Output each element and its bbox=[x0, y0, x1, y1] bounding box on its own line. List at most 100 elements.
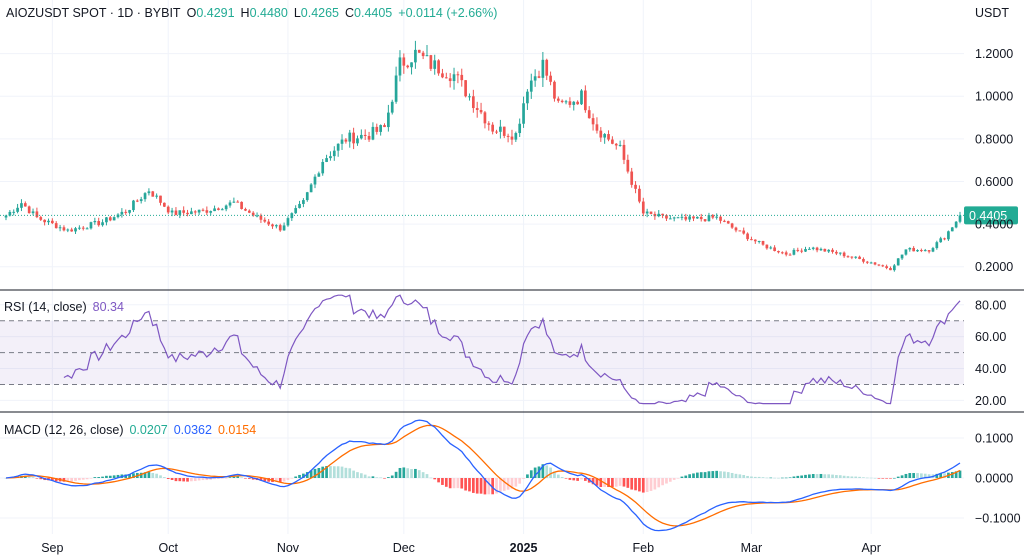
macd-hist-bar bbox=[170, 478, 174, 480]
rsi-legend[interactable]: RSI (14, close) 80.34 bbox=[4, 300, 124, 314]
macd-hist-bar bbox=[159, 475, 162, 478]
candle-body bbox=[811, 247, 815, 249]
candle-body bbox=[545, 59, 549, 76]
macd-hist-bar bbox=[889, 478, 892, 479]
macd-hist-bar bbox=[923, 473, 927, 478]
candle-body bbox=[800, 250, 803, 252]
candle-body bbox=[236, 201, 240, 203]
candle-body bbox=[896, 258, 900, 266]
candle-body bbox=[39, 217, 43, 220]
candle-body bbox=[329, 156, 332, 159]
macd-hist-bar bbox=[294, 476, 298, 478]
candle-body bbox=[437, 60, 440, 74]
macd-hist-bar bbox=[892, 477, 896, 479]
macd-hist-bar bbox=[626, 478, 630, 488]
macd-hist-bar bbox=[746, 475, 749, 478]
candle-body bbox=[452, 74, 456, 82]
macd-hist-bar bbox=[908, 473, 912, 478]
candle-body bbox=[159, 195, 162, 203]
candle-body bbox=[367, 135, 371, 140]
macd-hist-bar bbox=[78, 478, 81, 481]
candle-body bbox=[846, 256, 850, 258]
candle-body bbox=[240, 201, 243, 209]
macd-hist-bar bbox=[765, 477, 769, 479]
candle-body bbox=[780, 252, 784, 254]
symbol-title[interactable]: AIOZUSDT SPOT · 1D · BYBIT bbox=[6, 6, 181, 20]
macd-hist-bar bbox=[51, 478, 54, 481]
candle-body bbox=[487, 123, 491, 125]
macd-hist-bar bbox=[105, 475, 108, 478]
open-label: O bbox=[186, 6, 197, 20]
macd-hist-bar bbox=[182, 478, 186, 482]
macd-hist-bar bbox=[611, 478, 614, 488]
macd-hist-bar bbox=[614, 478, 618, 487]
candle-body bbox=[275, 225, 278, 227]
macd-hist-bar bbox=[800, 475, 803, 478]
macd-hist-bar bbox=[846, 476, 850, 478]
macd-hist-bar bbox=[950, 472, 954, 478]
macd-hist-bar bbox=[479, 478, 483, 494]
candle-body bbox=[302, 200, 305, 204]
rsi-tick-label: 40.00 bbox=[975, 362, 1006, 376]
macd-hist-bar bbox=[703, 472, 707, 478]
candle-body bbox=[120, 211, 124, 215]
symbol-header: AIOZUSDT SPOT · 1D · BYBIT O0.4291 H0.44… bbox=[6, 6, 497, 20]
candle-body bbox=[769, 247, 773, 249]
macd-hist-bar bbox=[433, 478, 437, 480]
candle-body bbox=[78, 227, 81, 229]
macd-hist-bar bbox=[236, 476, 240, 478]
candle-body bbox=[27, 206, 31, 214]
candle-body bbox=[788, 254, 792, 256]
macd-hist-bar bbox=[251, 478, 255, 480]
macd-hist-bar bbox=[232, 476, 236, 478]
macd-hist-bar bbox=[201, 478, 205, 481]
candle-body bbox=[390, 101, 394, 113]
candle-body bbox=[402, 57, 406, 66]
macd-legend[interactable]: MACD (12, 26, close) 0.0207 0.0362 0.015… bbox=[4, 423, 256, 437]
macd-hist-bar bbox=[394, 471, 398, 478]
macd-hist-bar bbox=[387, 477, 390, 478]
macd-hist-bar bbox=[309, 470, 313, 478]
macd-hist-bar bbox=[850, 476, 854, 478]
candle-body bbox=[672, 217, 676, 219]
macd-hist-bar bbox=[707, 471, 711, 478]
macd-hist-bar bbox=[541, 464, 545, 478]
candle-body bbox=[568, 101, 572, 105]
candle-body bbox=[819, 248, 823, 251]
macd-hist-bar bbox=[958, 470, 962, 478]
candle-body bbox=[213, 208, 216, 212]
macd-hist-bar bbox=[607, 478, 610, 488]
candle-body bbox=[379, 125, 382, 132]
candle-body bbox=[182, 210, 186, 213]
candle-body bbox=[16, 207, 19, 212]
candle-body bbox=[560, 100, 564, 102]
macd-hist-bar bbox=[93, 477, 97, 478]
candle-body bbox=[406, 65, 410, 68]
macd-hist-bar bbox=[684, 475, 688, 478]
macd-hist-bar bbox=[313, 468, 317, 478]
macd-hist-bar bbox=[885, 478, 888, 479]
macd-hist-bar bbox=[819, 473, 823, 478]
x-tick-label: Nov bbox=[277, 541, 300, 555]
candle-body bbox=[220, 209, 224, 211]
close-label: C bbox=[345, 6, 355, 20]
candle-body bbox=[135, 200, 139, 202]
candle-body bbox=[923, 250, 927, 252]
candle-body bbox=[414, 49, 417, 63]
macd-hist-bar bbox=[228, 477, 232, 478]
candle-body bbox=[74, 228, 77, 232]
macd-hist-bar bbox=[329, 466, 332, 478]
macd-hist-bar bbox=[97, 477, 101, 478]
macd-line bbox=[5, 419, 961, 532]
macd-hist-bar bbox=[116, 474, 120, 478]
candle-body bbox=[676, 217, 680, 219]
x-tick-label: 2025 bbox=[510, 541, 538, 555]
candle-body bbox=[128, 210, 131, 213]
candle-body bbox=[958, 215, 962, 222]
x-tick-label: Mar bbox=[741, 541, 763, 555]
candle-body bbox=[889, 268, 892, 271]
macd-hist-bar bbox=[522, 478, 525, 479]
macd-hist-bar bbox=[510, 478, 514, 489]
macd-hist-bar bbox=[305, 472, 309, 478]
